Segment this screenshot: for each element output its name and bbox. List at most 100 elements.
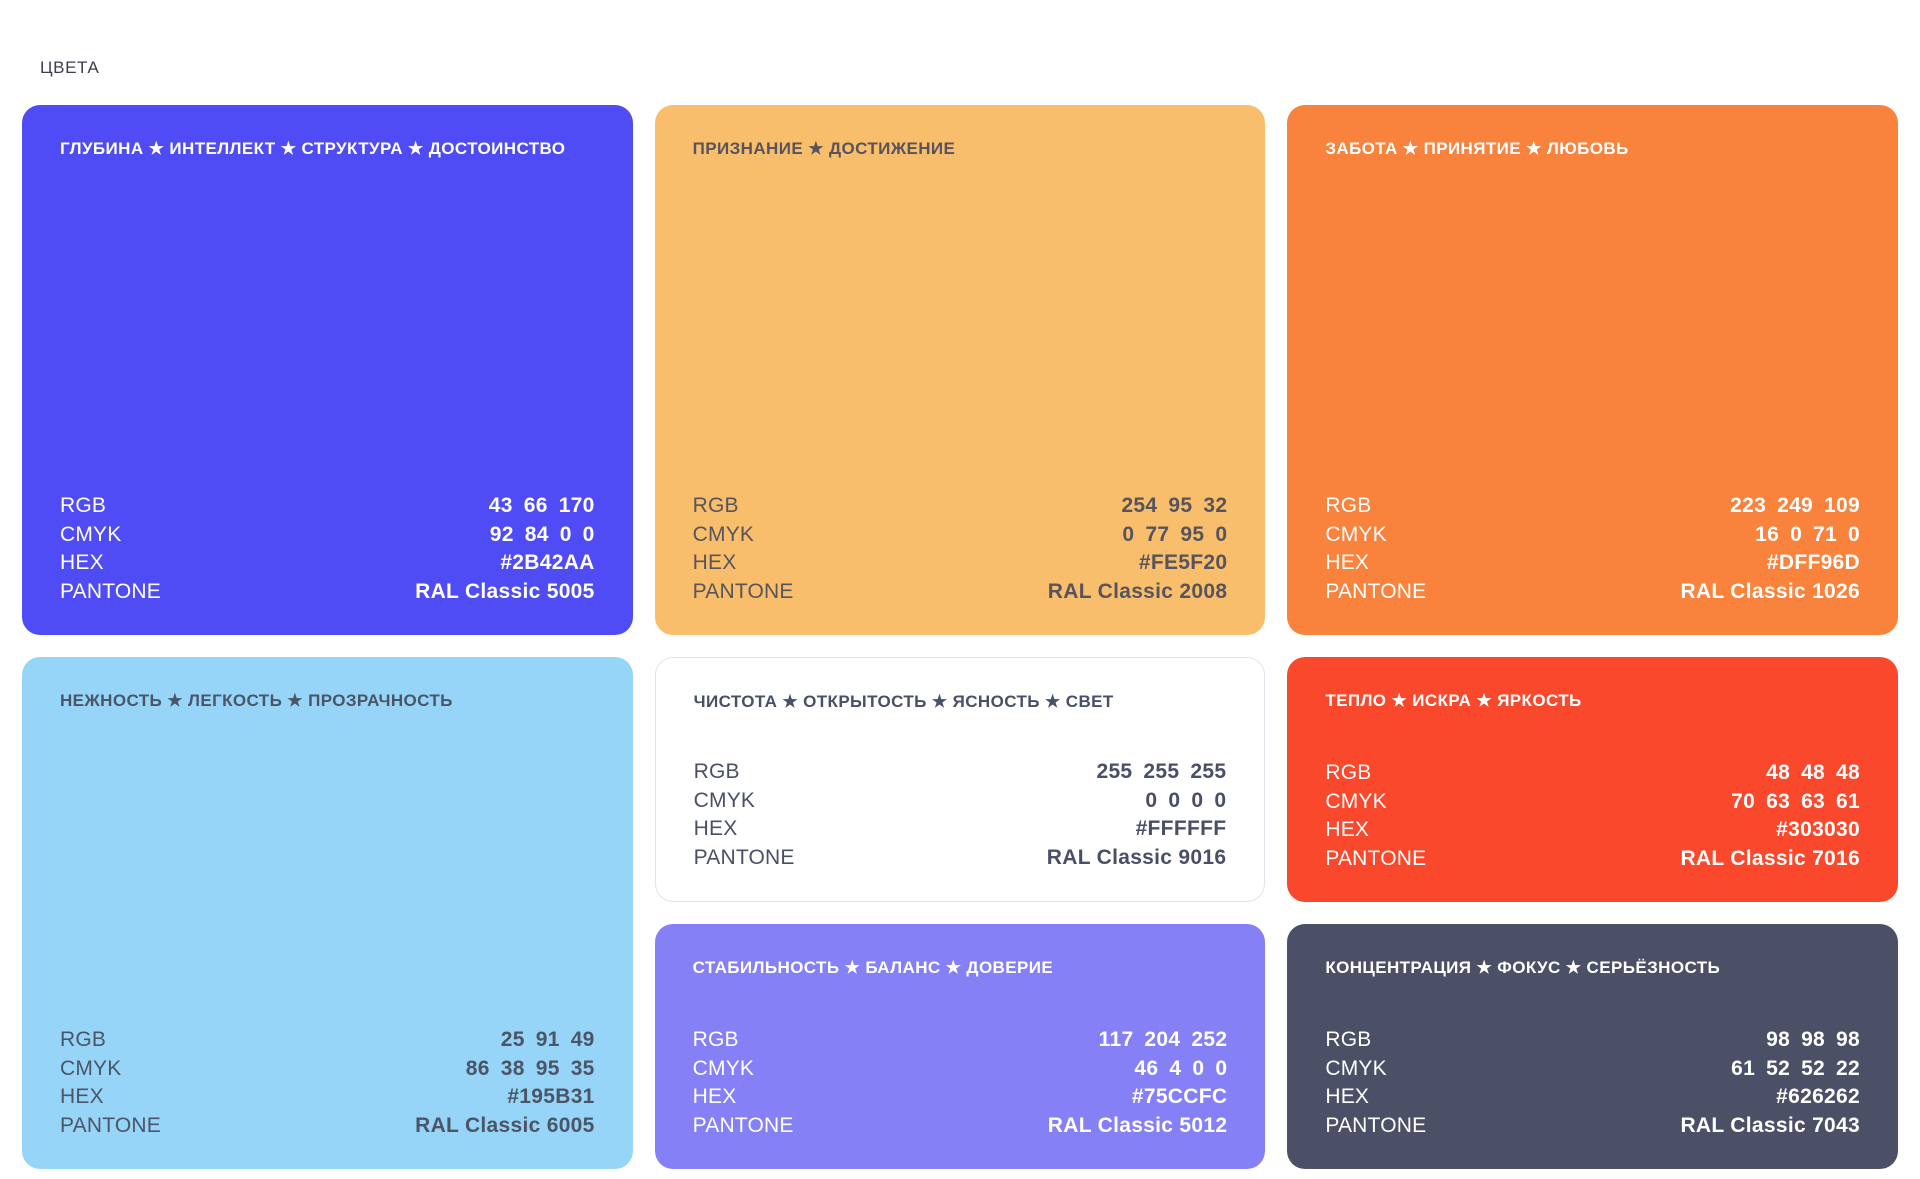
spec-label-hex: HEX bbox=[1325, 818, 1370, 842]
color-spec-list: RGB 117 204 252 CMYK 46 4 0 0 HEX #75CCFC PAN… bbox=[693, 1028, 1228, 1139]
spec-row-cmyk: CMYK 16 0 71 0 bbox=[1325, 523, 1860, 548]
spec-row-pantone: PANTONE RAL Classic 2008 bbox=[693, 580, 1228, 605]
color-card-title: СТАБИЛЬНОСТЬ ★ БАЛАНС ★ ДОВЕРИЕ bbox=[692, 958, 1054, 977]
color-spec-list: RGB 43 66 170 CMYK 92 84 0 0 HEX #2B42AA PANT… bbox=[60, 494, 595, 605]
spec-label-rgb: RGB bbox=[693, 759, 740, 783]
color-spec-list: RGB 254 95 32 CMYK 0 77 95 0 HEX #FE5F20 PANT… bbox=[693, 494, 1228, 605]
spec-value-cmyk: 61 52 52 22 bbox=[1731, 1056, 1860, 1080]
spec-label-hex: HEX bbox=[692, 1085, 737, 1109]
spec-row-pantone: PANTONE RAL Classic 5005 bbox=[60, 580, 595, 605]
color-card-title: КОНЦЕНТРАЦИЯ ★ ФОКУС ★ СЕРЬЁЗНОСТЬ bbox=[1325, 958, 1721, 977]
spec-row-rgb: RGB 223 249 109 bbox=[1325, 494, 1860, 519]
spec-label-hex: HEX bbox=[692, 551, 737, 575]
spec-label-hex: HEX bbox=[693, 817, 738, 841]
spec-label-rgb: RGB bbox=[1325, 760, 1372, 784]
color-card-grid: ГЛУБИНА ★ ИНТЕЛЛЕКТ ★ СТРУКТУРА ★ ДОСТОИ… bbox=[22, 105, 1898, 1169]
spec-row-cmyk: CMYK 0 77 95 0 bbox=[693, 523, 1228, 548]
spec-label-cmyk: CMYK bbox=[692, 1056, 755, 1080]
spec-label-rgb: RGB bbox=[60, 493, 107, 517]
spec-value-hex: #195B31 bbox=[507, 1085, 595, 1109]
spec-row-rgb: RGB 98 98 98 bbox=[1325, 1028, 1860, 1053]
spec-value-hex: #FE5F20 bbox=[1138, 551, 1228, 575]
spec-value-cmyk: 92 84 0 0 bbox=[489, 522, 595, 546]
spec-value-hex: #FFFFFF bbox=[1135, 817, 1227, 841]
spec-row-pantone: PANTONE RAL Classic 6005 bbox=[60, 1114, 595, 1139]
spec-row-rgb: RGB 117 204 252 bbox=[693, 1028, 1228, 1053]
spec-value-cmyk: 70 63 63 61 bbox=[1731, 789, 1860, 813]
spec-value-rgb: 255 255 255 bbox=[1096, 759, 1227, 783]
card-light-blue[interactable]: НЕЖНОСТЬ ★ ЛЕГКОСТЬ ★ ПРОЗРАЧНОСТЬ RGB 2… bbox=[22, 657, 633, 1169]
spec-row-hex: HEX #626262 bbox=[1325, 1085, 1860, 1110]
color-spec-list: RGB 48 48 48 CMYK 70 63 63 61 HEX #303030 PAN… bbox=[1325, 761, 1860, 872]
spec-value-pantone: RAL Classic 9016 bbox=[1046, 846, 1227, 870]
spec-row-rgb: RGB 48 48 48 bbox=[1325, 761, 1860, 786]
card-slate[interactable]: КОНЦЕНТРАЦИЯ ★ ФОКУС ★ СЕРЬЁЗНОСТЬ RGB 9… bbox=[1287, 924, 1898, 1169]
spec-value-cmyk: 16 0 71 0 bbox=[1755, 522, 1860, 546]
spec-label-pantone: PANTONE bbox=[60, 1114, 161, 1138]
spec-value-cmyk: 46 4 0 0 bbox=[1134, 1056, 1228, 1080]
spec-row-hex: HEX #FE5F20 bbox=[693, 551, 1228, 576]
spec-label-cmyk: CMYK bbox=[60, 522, 122, 546]
spec-value-cmyk: 0 77 95 0 bbox=[1122, 522, 1228, 546]
color-spec-list: RGB 223 249 109 CMYK 16 0 71 0 HEX #DFF96D PA… bbox=[1325, 494, 1860, 605]
spec-label-rgb: RGB bbox=[1325, 493, 1372, 517]
spec-row-cmyk: CMYK 70 63 63 61 bbox=[1325, 790, 1860, 815]
spec-row-pantone: PANTONE RAL Classic 9016 bbox=[694, 846, 1227, 871]
spec-row-rgb: RGB 255 255 255 bbox=[694, 760, 1227, 785]
spec-value-hex: #626262 bbox=[1776, 1085, 1860, 1109]
spec-label-cmyk: CMYK bbox=[692, 522, 755, 546]
spec-value-rgb: 254 95 32 bbox=[1121, 493, 1228, 517]
spec-row-hex: HEX #DFF96D bbox=[1325, 551, 1860, 576]
spec-label-pantone: PANTONE bbox=[693, 846, 795, 870]
spec-row-cmyk: CMYK 92 84 0 0 bbox=[60, 523, 595, 548]
spec-value-pantone: RAL Classic 5012 bbox=[1047, 1114, 1228, 1138]
color-spec-list: RGB 25 91 49 CMYK 86 38 95 35 HEX #195B31 PAN… bbox=[60, 1028, 595, 1139]
color-card-title: НЕЖНОСТЬ ★ ЛЕГКОСТЬ ★ ПРОЗРАЧНОСТЬ bbox=[60, 691, 453, 710]
spec-label-hex: HEX bbox=[1325, 1085, 1370, 1109]
spec-label-cmyk: CMYK bbox=[1325, 1056, 1387, 1080]
spec-value-hex: #DFF96D bbox=[1766, 551, 1860, 575]
spec-label-pantone: PANTONE bbox=[1325, 1114, 1427, 1138]
spec-label-pantone: PANTONE bbox=[692, 580, 794, 604]
spec-label-rgb: RGB bbox=[60, 1027, 107, 1051]
card-red[interactable]: ТЕПЛО ★ ИСКРА ★ ЯРКОСТЬ RGB 48 48 48 CMYK … bbox=[1287, 657, 1898, 902]
spec-label-cmyk: CMYK bbox=[693, 788, 756, 812]
card-periwinkle[interactable]: СТАБИЛЬНОСТЬ ★ БАЛАНС ★ ДОВЕРИЕ RGB 117 2… bbox=[654, 924, 1266, 1169]
spec-row-pantone: PANTONE RAL Classic 5012 bbox=[693, 1114, 1228, 1139]
spec-label-hex: HEX bbox=[60, 551, 104, 575]
color-card-title: ПРИЗНАНИЕ ★ ДОСТИЖЕНИЕ bbox=[692, 139, 956, 158]
spec-value-rgb: 43 66 170 bbox=[488, 493, 595, 517]
spec-row-pantone: PANTONE RAL Classic 1026 bbox=[1325, 580, 1860, 605]
spec-value-rgb: 48 48 48 bbox=[1766, 760, 1860, 784]
spec-value-cmyk: 86 38 95 35 bbox=[465, 1056, 595, 1080]
spec-value-pantone: RAL Classic 5005 bbox=[415, 580, 595, 604]
color-card-title: ГЛУБИНА ★ ИНТЕЛЛЕКТ ★ СТРУКТУРА ★ ДОСТОИ… bbox=[60, 139, 566, 158]
spec-label-pantone: PANTONE bbox=[60, 580, 161, 604]
spec-label-pantone: PANTONE bbox=[1325, 847, 1427, 871]
card-blue[interactable]: ГЛУБИНА ★ ИНТЕЛЛЕКТ ★ СТРУКТУРА ★ ДОСТОИ… bbox=[22, 105, 633, 635]
spec-row-hex: HEX #2B42AA bbox=[60, 551, 595, 576]
card-white[interactable]: ЧИСТОТА ★ ОТКРЫТОСТЬ ★ ЯСНОСТЬ ★ СВЕТ RG… bbox=[654, 657, 1266, 902]
spec-label-pantone: PANTONE bbox=[692, 1114, 794, 1138]
spec-row-rgb: RGB 254 95 32 bbox=[693, 494, 1228, 519]
card-amber[interactable]: ПРИЗНАНИЕ ★ ДОСТИЖЕНИЕ RGB 254 95 32 CMYK … bbox=[654, 105, 1266, 635]
spec-row-hex: HEX #195B31 bbox=[60, 1085, 595, 1110]
color-card-title: ЗАБОТА ★ ПРИНЯТИЕ ★ ЛЮБОВЬ bbox=[1325, 139, 1629, 158]
spec-label-hex: HEX bbox=[1325, 551, 1370, 575]
spec-label-pantone: PANTONE bbox=[1325, 580, 1427, 604]
spec-row-rgb: RGB 25 91 49 bbox=[60, 1028, 595, 1053]
spec-value-rgb: 98 98 98 bbox=[1766, 1027, 1860, 1051]
card-orange[interactable]: ЗАБОТА ★ ПРИНЯТИЕ ★ ЛЮБОВЬ RGB 223 249 109… bbox=[1287, 105, 1898, 635]
spec-label-hex: HEX bbox=[60, 1085, 104, 1109]
spec-value-hex: #2B42AA bbox=[500, 551, 595, 575]
spec-row-hex: HEX #FFFFFF bbox=[694, 817, 1227, 842]
spec-value-rgb: 223 249 109 bbox=[1730, 493, 1860, 517]
spec-row-cmyk: CMYK 61 52 52 22 bbox=[1325, 1057, 1860, 1082]
spec-value-rgb: 117 204 252 bbox=[1098, 1027, 1228, 1051]
color-card-title: ТЕПЛО ★ ИСКРА ★ ЯРКОСТЬ bbox=[1325, 691, 1582, 710]
spec-row-pantone: PANTONE RAL Classic 7043 bbox=[1325, 1114, 1860, 1139]
spec-label-cmyk: CMYK bbox=[60, 1056, 122, 1080]
spec-row-pantone: PANTONE RAL Classic 7016 bbox=[1325, 847, 1860, 872]
color-card-title: ЧИСТОТА ★ ОТКРЫТОСТЬ ★ ЯСНОСТЬ ★ СВЕТ bbox=[693, 692, 1114, 711]
